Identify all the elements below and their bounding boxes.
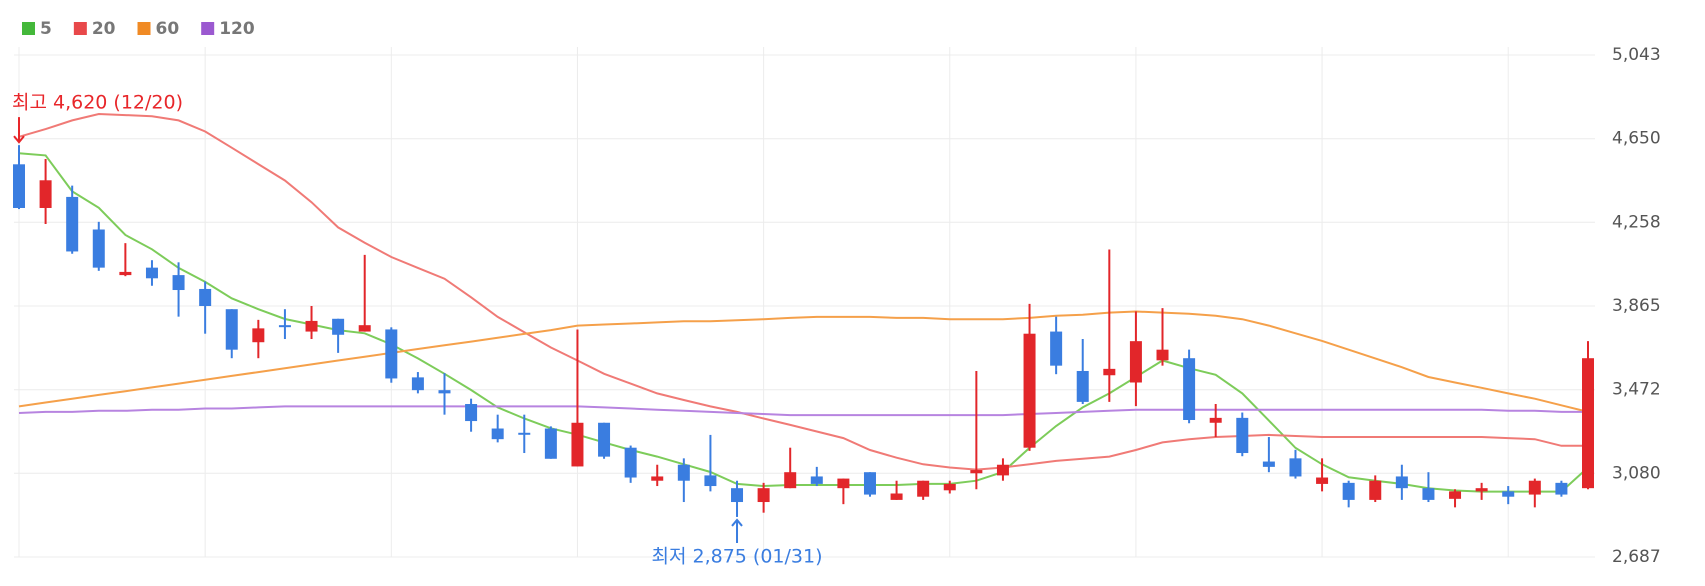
candle-body xyxy=(39,180,52,208)
candle-body xyxy=(278,325,291,328)
ma-line xyxy=(18,310,1589,413)
candle-body xyxy=(704,475,717,487)
candle-body xyxy=(1183,358,1196,420)
candle-body xyxy=(731,488,744,503)
candle-body xyxy=(863,472,876,495)
candle-body xyxy=(837,478,850,489)
candle-body xyxy=(1449,491,1462,499)
candle-body xyxy=(1236,417,1249,454)
legend-swatch xyxy=(22,22,35,35)
candle-body xyxy=(890,493,903,500)
candle-body xyxy=(1369,480,1382,500)
candle-body xyxy=(92,229,105,268)
candle-body xyxy=(491,428,504,440)
candle-body xyxy=(1209,417,1222,423)
candle-body xyxy=(119,271,132,276)
y-tick-label: 5,043 xyxy=(1612,45,1661,65)
candle-body xyxy=(385,329,398,379)
candle-body xyxy=(571,422,584,467)
candle-body xyxy=(917,480,930,497)
candle-body xyxy=(1475,488,1488,492)
legend-swatch xyxy=(201,22,215,35)
candle-body xyxy=(1156,349,1169,361)
ma-line xyxy=(18,112,1588,471)
candle-body xyxy=(1395,476,1408,489)
low-annotation: 최저 2,875 (01/31) xyxy=(652,545,823,567)
candle-body xyxy=(1555,482,1568,495)
candle-body xyxy=(1023,333,1036,448)
candle-body xyxy=(1342,482,1355,500)
candle-body xyxy=(810,476,823,484)
candle-body xyxy=(1129,341,1142,383)
candle-body xyxy=(1528,480,1541,495)
legend-swatch xyxy=(137,22,151,35)
candle-body xyxy=(651,476,664,481)
legend-label: 20 xyxy=(92,19,116,39)
candle-body xyxy=(1103,368,1116,376)
legend-label: 5 xyxy=(40,19,52,39)
y-tick-label: 3,472 xyxy=(1612,380,1661,400)
candle-body xyxy=(598,422,611,457)
candle-body xyxy=(358,325,371,332)
y-tick-label: 3,080 xyxy=(1612,463,1661,483)
y-tick-label: 2,687 xyxy=(1612,547,1661,567)
ma-line xyxy=(18,405,1588,417)
candle-body xyxy=(970,470,983,474)
candle-body xyxy=(1422,488,1435,500)
candle-body xyxy=(1316,477,1329,484)
candle-body xyxy=(305,320,318,332)
candle-body xyxy=(199,288,212,306)
candle-body xyxy=(172,275,185,291)
candle-body xyxy=(1502,491,1515,497)
candle-body xyxy=(411,377,424,391)
candle-body xyxy=(677,464,690,481)
ma-line xyxy=(18,152,1589,493)
candle-body xyxy=(1262,461,1275,467)
candle-body xyxy=(943,483,956,491)
y-tick-label: 4,650 xyxy=(1612,129,1661,149)
high-annotation: 최고 4,620 (12/20) xyxy=(12,92,183,114)
candle-body xyxy=(66,196,79,252)
y-tick-label: 4,258 xyxy=(1612,212,1661,232)
candle-body xyxy=(1582,358,1594,489)
high-arrow xyxy=(13,117,25,144)
candle-body xyxy=(518,432,531,435)
candle-body xyxy=(13,164,25,208)
candle-body xyxy=(624,447,637,478)
candle-body xyxy=(784,472,797,489)
candle-body xyxy=(996,464,1009,476)
candle-body xyxy=(225,309,238,350)
y-tick-label: 3,865 xyxy=(1612,296,1661,316)
legend-swatch xyxy=(73,22,87,35)
legend-label: 60 xyxy=(156,19,180,39)
candle-body xyxy=(438,390,451,394)
candle-body xyxy=(1050,331,1063,366)
candle-body xyxy=(1289,458,1302,477)
legend-label: 120 xyxy=(219,19,255,39)
candle-body xyxy=(145,267,158,279)
candle-body xyxy=(252,328,265,343)
candle-body xyxy=(757,488,770,503)
candle-body xyxy=(332,318,345,335)
candle-body xyxy=(465,404,478,422)
low-arrow xyxy=(731,518,743,543)
candle-body xyxy=(1076,370,1089,402)
candle-body xyxy=(544,428,557,459)
